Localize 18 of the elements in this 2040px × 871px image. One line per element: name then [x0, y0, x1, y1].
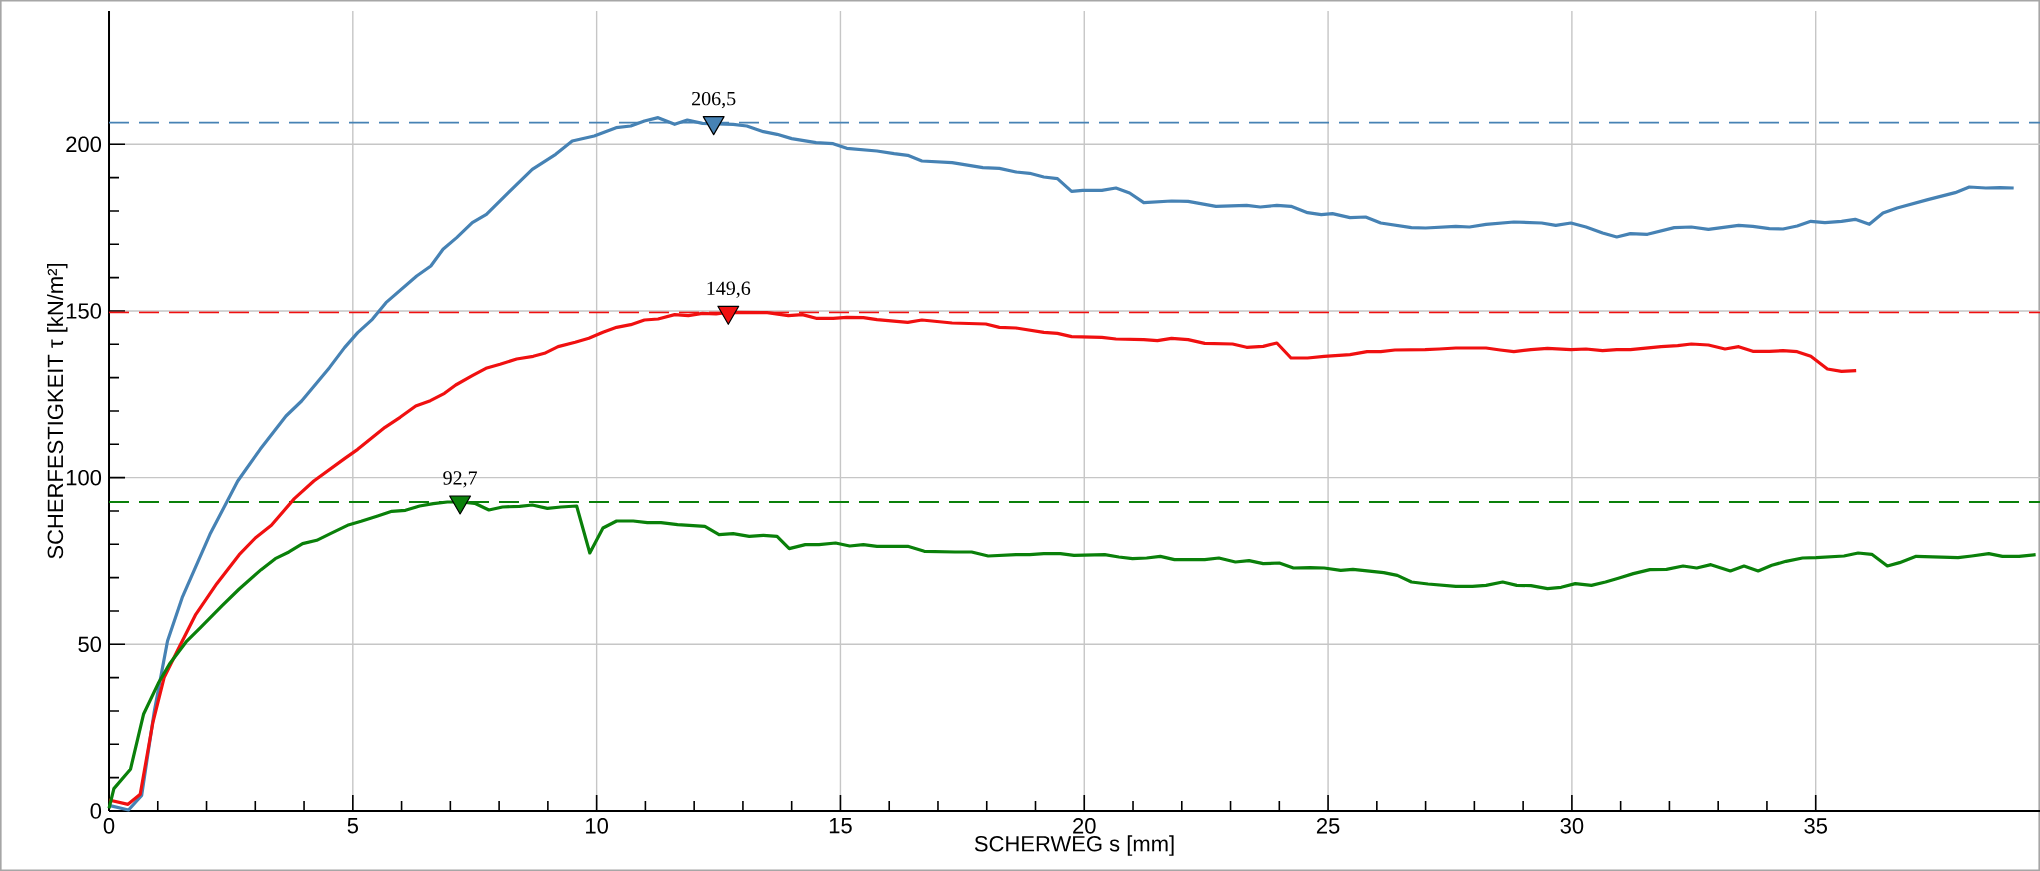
annotation: 149,6 [707, 281, 751, 298]
x-tick-label: 20 [1073, 818, 1096, 834]
annotation: 206,5 [692, 91, 736, 109]
x-tick-label: 5 [347, 818, 358, 834]
x-tick-label: 30 [1560, 818, 1584, 834]
y-tick-label: 200 [66, 136, 102, 153]
x-tick-label: 10 [586, 818, 608, 834]
y-tick-label: 0 [90, 803, 102, 819]
x-tick-label: 15 [829, 818, 852, 834]
y-tick-label: 150 [66, 303, 102, 319]
annotation: 92,7 [443, 471, 478, 488]
x-tick-label: 0 [103, 818, 115, 834]
x-tick-label: 35 [1804, 818, 1827, 834]
x-tick-label: 25 [1316, 818, 1340, 834]
y-tick-label: 50 [78, 636, 102, 653]
y-axis-title: SCHERFESTIGKEIT τ [kN/m²] [47, 263, 68, 559]
y-tick-label: 100 [66, 469, 102, 486]
x-axis-title: SCHERWEG s [mm] [974, 835, 1174, 856]
